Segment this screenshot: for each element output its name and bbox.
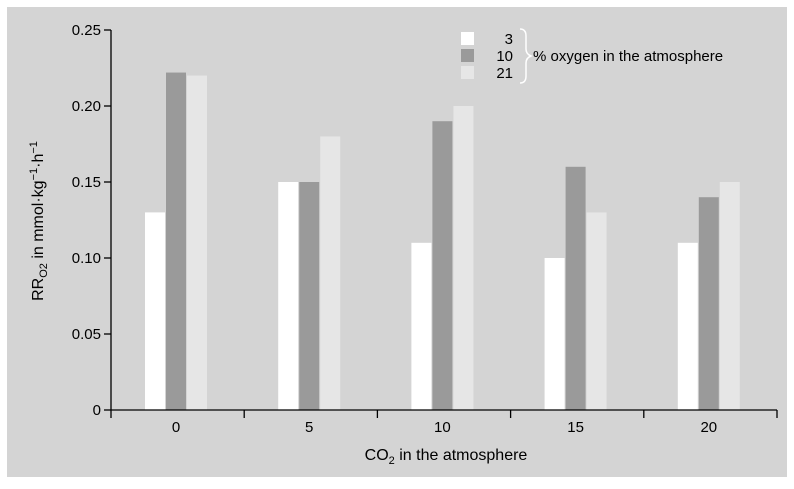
y-tick-label-2: 0.10 [72,250,101,267]
bar-15-series-10 [565,166,586,410]
bar-20-series-3 [677,242,698,410]
bar-10-series-3 [411,242,432,410]
legend-label-3: 3 [505,31,513,48]
legend-swatch-21 [461,66,474,79]
y-axis-title-sup2: −1 [28,141,40,154]
chart-panel [7,7,787,477]
x-tick-label-15: 15 [567,419,584,436]
legend-swatch-10 [461,49,474,62]
bar-5-series-10 [299,182,320,410]
bar-0-series-10 [166,72,186,410]
y-axis-title-part1: RR [30,278,47,301]
bars-layer [145,72,740,410]
legend-swatch-3 [461,32,474,45]
y-tick-label-4: 0.20 [72,98,101,115]
x-axis-title-rest: in the atmosphere [395,447,528,464]
bar-15-series-3 [544,258,565,410]
bar-10-series-21 [453,106,474,410]
legend-group-label: % oxygen in the atmosphere [533,48,723,65]
bar-20-series-10 [698,197,719,410]
y-ticks: 0 0.05 0.10 0.15 0.20 0.25 [72,22,111,419]
bar-10-series-10 [432,121,453,410]
y-axis-title-sup1: −1 [28,168,40,181]
x-tick-label-5: 5 [305,419,313,436]
legend-label-21: 21 [496,65,513,82]
y-tick-label-3: 0.15 [72,174,101,191]
y-tick-label-5: 0.25 [72,22,101,39]
x-tick-label-10: 10 [434,419,451,436]
legend-brace [519,28,534,84]
y-axis-title-sub: O2 [38,263,50,278]
y-axis-title: RRO2 in mmol·kg−1·h−1 [28,141,50,301]
x-axis-title: CO2 in the atmosphere [365,447,528,467]
x-tick-label-20: 20 [700,419,717,436]
axes-layer [110,30,777,411]
x-axis-title-main: CO [365,447,389,464]
bar-5-series-21 [320,136,341,410]
bar-0-series-3 [145,212,165,410]
x-tick-label-0: 0 [172,419,180,436]
y-axis-title-part2: in mmol·kg [30,180,47,263]
bar-15-series-21 [586,212,607,410]
bar-5-series-3 [278,182,299,410]
bar-20-series-21 [719,182,740,410]
legend-label-10: 10 [496,48,513,65]
x-ticks: 0 5 10 15 20 [110,410,778,436]
y-axis-title-part3: ·h [30,154,47,168]
y-tick-label-1: 0.05 [72,326,101,343]
bar-0-series-21 [187,75,207,410]
legend: 3 10 21 % oxygen in the atmosphere [461,28,723,84]
x-axis-title-sub: 2 [389,455,395,467]
y-tick-label-0: 0 [93,402,101,419]
